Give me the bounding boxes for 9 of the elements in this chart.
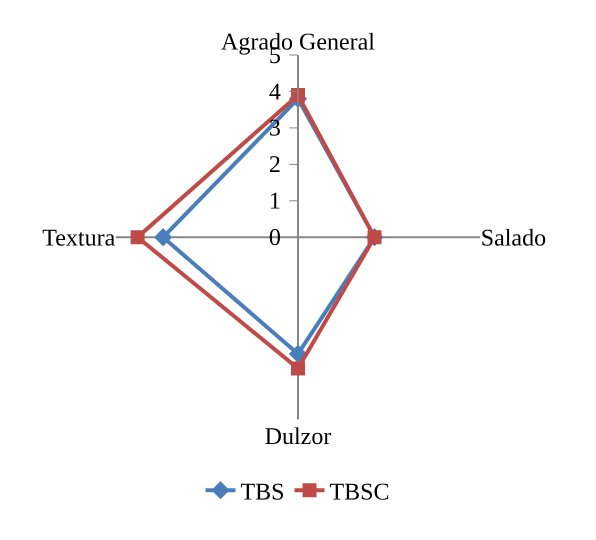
spoke-label: Textura xyxy=(42,226,116,252)
y-tick-label: 2 xyxy=(268,152,281,178)
y-tick-label: 4 xyxy=(268,79,281,106)
spoke-label: Dulzor xyxy=(264,424,332,450)
y-tick-label: 0 xyxy=(268,225,281,252)
legend-label: TBS xyxy=(240,480,285,506)
y-tick-label: 1 xyxy=(268,188,281,215)
spoke-label: Salado xyxy=(480,226,546,252)
legend-label: TBSC xyxy=(330,480,390,506)
